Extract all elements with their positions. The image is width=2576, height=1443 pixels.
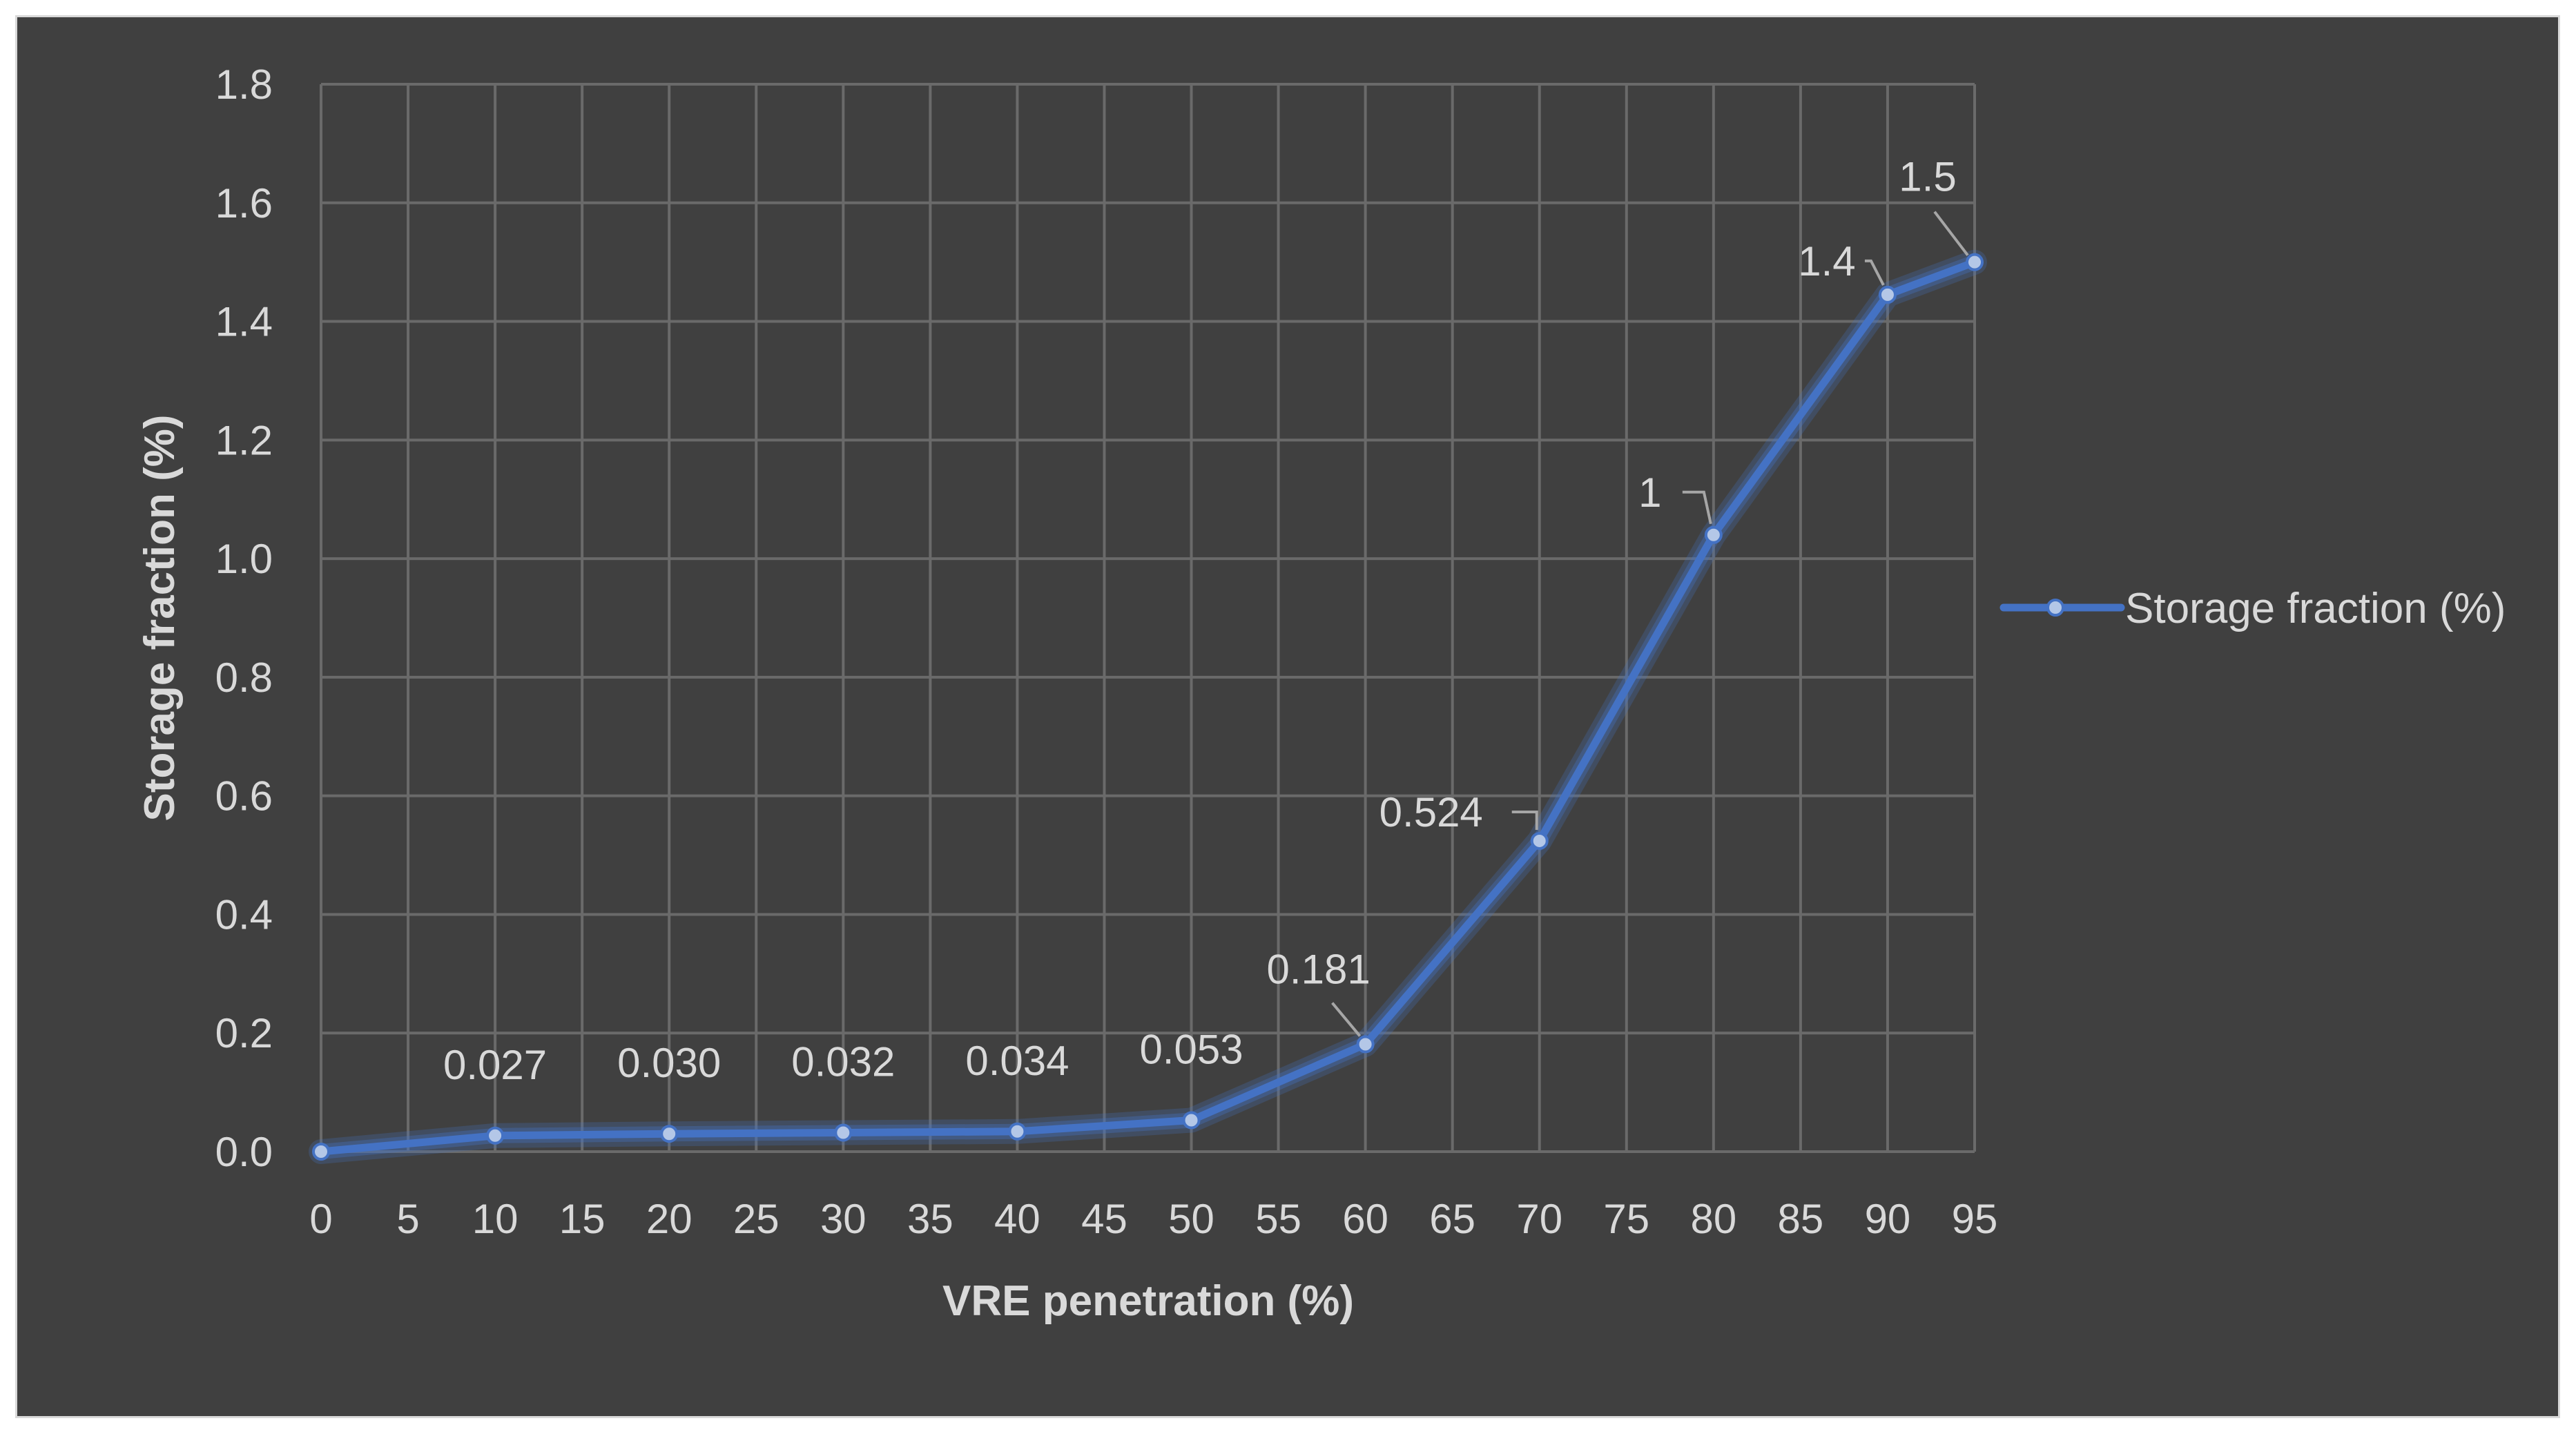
y-axis-title: Storage fraction (%): [136, 414, 184, 821]
x-tick-label: 85: [1778, 1196, 1824, 1242]
x-tick-label: 5: [396, 1196, 419, 1242]
x-tick-label: 40: [994, 1196, 1040, 1242]
x-tick-label: 35: [907, 1196, 953, 1242]
x-tick-label: 55: [1255, 1196, 1301, 1242]
x-tick-label: 10: [472, 1196, 519, 1242]
data-point: [834, 1123, 853, 1142]
y-tick-label: 0.4: [215, 891, 273, 938]
series-glow: [309, 249, 1987, 1164]
legend-label: Storage fraction (%): [2125, 585, 2506, 632]
label-leader-line: [1682, 490, 1712, 525]
data-label: 1.4: [1798, 238, 1855, 284]
label-leader-line: [1864, 259, 1885, 286]
data-point: [1966, 253, 1984, 271]
x-tick-label: 70: [1516, 1196, 1562, 1242]
data-point: [1704, 525, 1723, 544]
chart-area: [15, 15, 2560, 1418]
x-tick-label: 30: [820, 1196, 866, 1242]
x-tick-label: 0: [309, 1196, 332, 1242]
x-tick-label: 50: [1168, 1196, 1214, 1242]
y-tick-label: 0.6: [215, 773, 273, 820]
y-tick-label: 0.2: [215, 1010, 273, 1056]
data-point: [1878, 285, 1897, 304]
data-label: 1.5: [1899, 154, 1956, 200]
y-tick-label: 1.2: [215, 417, 273, 463]
x-tick-label: 25: [733, 1196, 779, 1242]
series-glow: [313, 254, 1982, 1159]
data-point: [1182, 1111, 1201, 1130]
axes: 0.0 0.2 0.4 0.6 0.8 1.0 1.2 1.4 1.6 1.8 0 5 10 15 20 25…: [215, 61, 1998, 1242]
x-tick-label: 95: [1952, 1196, 1998, 1242]
x-tick-label: 20: [646, 1196, 693, 1242]
x-tick-label: 15: [559, 1196, 606, 1242]
legend: Storage fraction (%): [1999, 585, 2506, 632]
data-label: 0.032: [791, 1039, 895, 1085]
data-label: 0.053: [1139, 1026, 1243, 1072]
data-label: 0.524: [1379, 789, 1483, 835]
y-tick-label: 1.6: [215, 180, 273, 226]
x-tick-label: 75: [1603, 1196, 1649, 1242]
data-point: [1530, 831, 1549, 850]
data-point: [1356, 1035, 1375, 1054]
data-point: [486, 1126, 505, 1145]
series-storage-fraction: [309, 249, 1987, 1164]
x-tick-label: 65: [1429, 1196, 1475, 1242]
data-label: 1: [1638, 469, 1661, 516]
data-label: 0.027: [443, 1042, 547, 1088]
data-point: [1008, 1122, 1027, 1141]
data-point: [312, 1143, 330, 1161]
series-line: [317, 258, 1979, 1156]
y-tick-label: 1.4: [215, 299, 273, 345]
label-leader-line: [1331, 1002, 1362, 1037]
x-tick-label: 45: [1081, 1196, 1127, 1242]
gridlines: [320, 83, 1976, 1153]
y-tick-label: 0.8: [215, 655, 273, 701]
data-point: [660, 1125, 679, 1143]
label-leader-line: [1511, 810, 1538, 830]
data-label: 0.030: [617, 1040, 721, 1086]
y-tick-label: 1.0: [215, 536, 273, 582]
x-tick-label: 90: [1865, 1196, 1911, 1242]
data-labels: 0.027 0.030 0.032 0.034 0.053 0.181 0.524 1 1.4 1…: [443, 154, 1969, 1088]
y-tick-label: 1.8: [215, 61, 273, 108]
x-tick-label: 60: [1342, 1196, 1388, 1242]
x-tick-label: 80: [1690, 1196, 1736, 1242]
y-tick-label: 0.0: [215, 1129, 273, 1175]
x-axis-title: VRE penetration (%): [942, 1277, 1354, 1325]
data-label: 0.034: [965, 1038, 1069, 1084]
label-leader-line: [1933, 211, 1969, 256]
data-label: 0.181: [1267, 947, 1371, 993]
legend-marker: [2046, 599, 2064, 617]
